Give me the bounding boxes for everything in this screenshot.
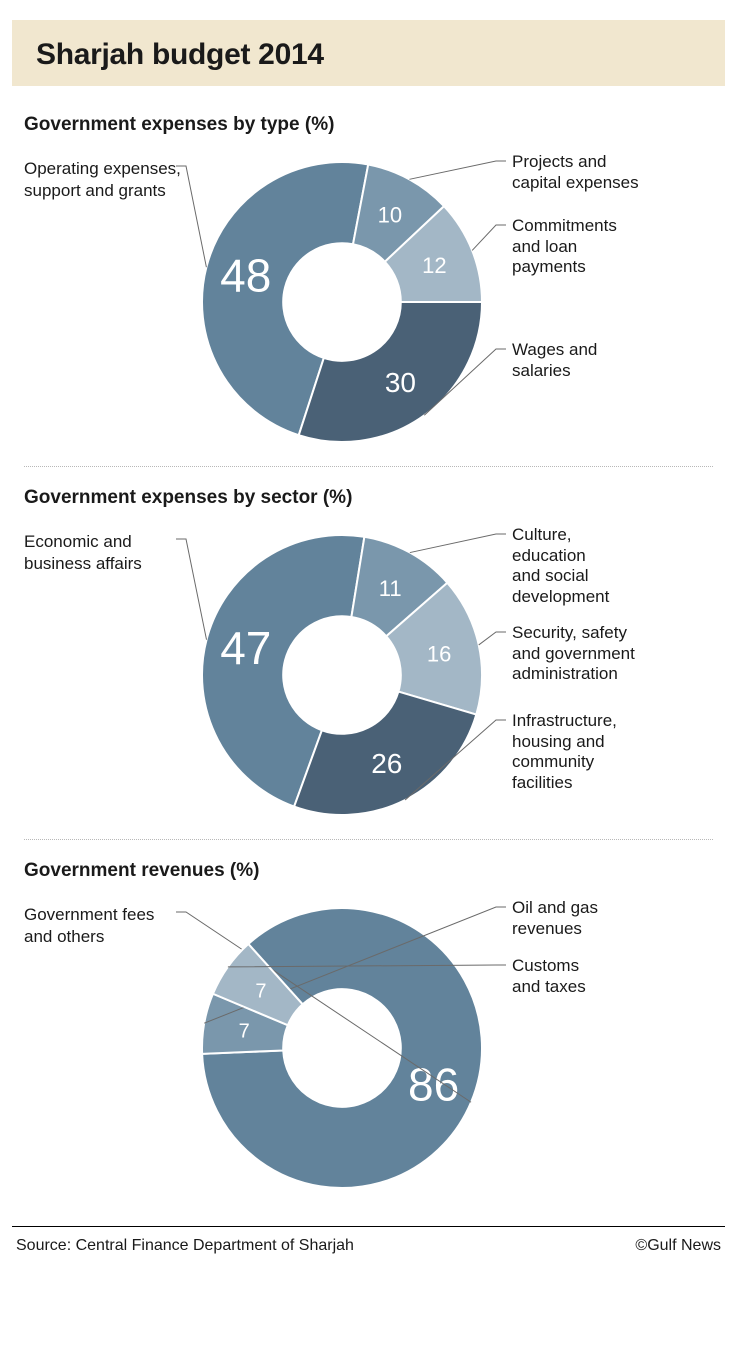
title-bar: Sharjah budget 2014	[12, 20, 725, 86]
left-label: Operating expenses,support and grants	[24, 152, 192, 202]
slice-value: 12	[422, 253, 446, 278]
slice-label: Commitmentsand loanpayments	[512, 216, 697, 278]
page-title: Sharjah budget 2014	[36, 38, 701, 72]
right-labels: Culture,educationand socialdevelopment Se…	[492, 525, 697, 825]
slice-label: Customsand taxes	[512, 956, 697, 997]
donut-chart: 86 77	[192, 898, 492, 1198]
right-labels: Oil and gasrevenues Customsand taxes	[492, 898, 697, 1198]
slice-value: 11	[379, 576, 402, 601]
slice-label: Culture,educationand socialdevelopment	[512, 525, 697, 608]
slice-value: 47	[220, 622, 271, 674]
footer-credit: ©Gulf News	[635, 1237, 721, 1255]
chart-body: Operating expenses,support and grants 48 1…	[24, 152, 713, 452]
slice-label: Infrastructure,housing andcommunityfacil…	[512, 711, 697, 794]
slice-value: 30	[385, 367, 416, 398]
slice-value: 86	[408, 1059, 459, 1111]
chart-body: Government feesand others 86 77 Oil and gas…	[24, 898, 713, 1198]
slice-value: 10	[378, 203, 402, 228]
charts-container: Government expenses by type (%) Operating…	[0, 94, 737, 1206]
left-label: Economic andbusiness affairs	[24, 525, 192, 575]
chart-body: Economic andbusiness affairs 47 11 16 26 Cult…	[24, 525, 713, 825]
chart-section: Government expenses by type (%) Operating…	[0, 94, 737, 460]
slice-label: Projects andcapital expenses	[512, 152, 697, 193]
chart-title: Government expenses by type (%)	[24, 114, 713, 136]
slice-label: Security, safetyand governmentadministra…	[512, 623, 697, 685]
slice-value: 26	[371, 748, 402, 779]
donut-chart: 47 11 16 26	[192, 525, 492, 825]
chart-title: Government expenses by sector (%)	[24, 487, 713, 509]
chart-title: Government revenues (%)	[24, 860, 713, 882]
right-labels: Projects andcapital expenses Commitmentsa…	[492, 152, 697, 452]
slice-value: 48	[220, 249, 271, 301]
infographic-page: Sharjah budget 2014 Government expenses …	[0, 20, 737, 1275]
chart-section: Government revenues (%) Government feesan…	[0, 840, 737, 1206]
chart-section: Government expenses by sector (%) Economi…	[0, 467, 737, 833]
slice-label: Wages andsalaries	[512, 340, 697, 381]
slice-value: 16	[427, 641, 451, 666]
slice-value: 7	[255, 981, 266, 1003]
slice-label: Oil and gasrevenues	[512, 898, 697, 939]
footer-source: Source: Central Finance Department of Sh…	[16, 1237, 354, 1255]
slice-value: 7	[239, 1021, 250, 1043]
donut-chart: 48 10 12 30	[192, 152, 492, 452]
left-label: Government feesand others	[24, 898, 192, 948]
footer: Source: Central Finance Department of Sh…	[12, 1226, 725, 1275]
